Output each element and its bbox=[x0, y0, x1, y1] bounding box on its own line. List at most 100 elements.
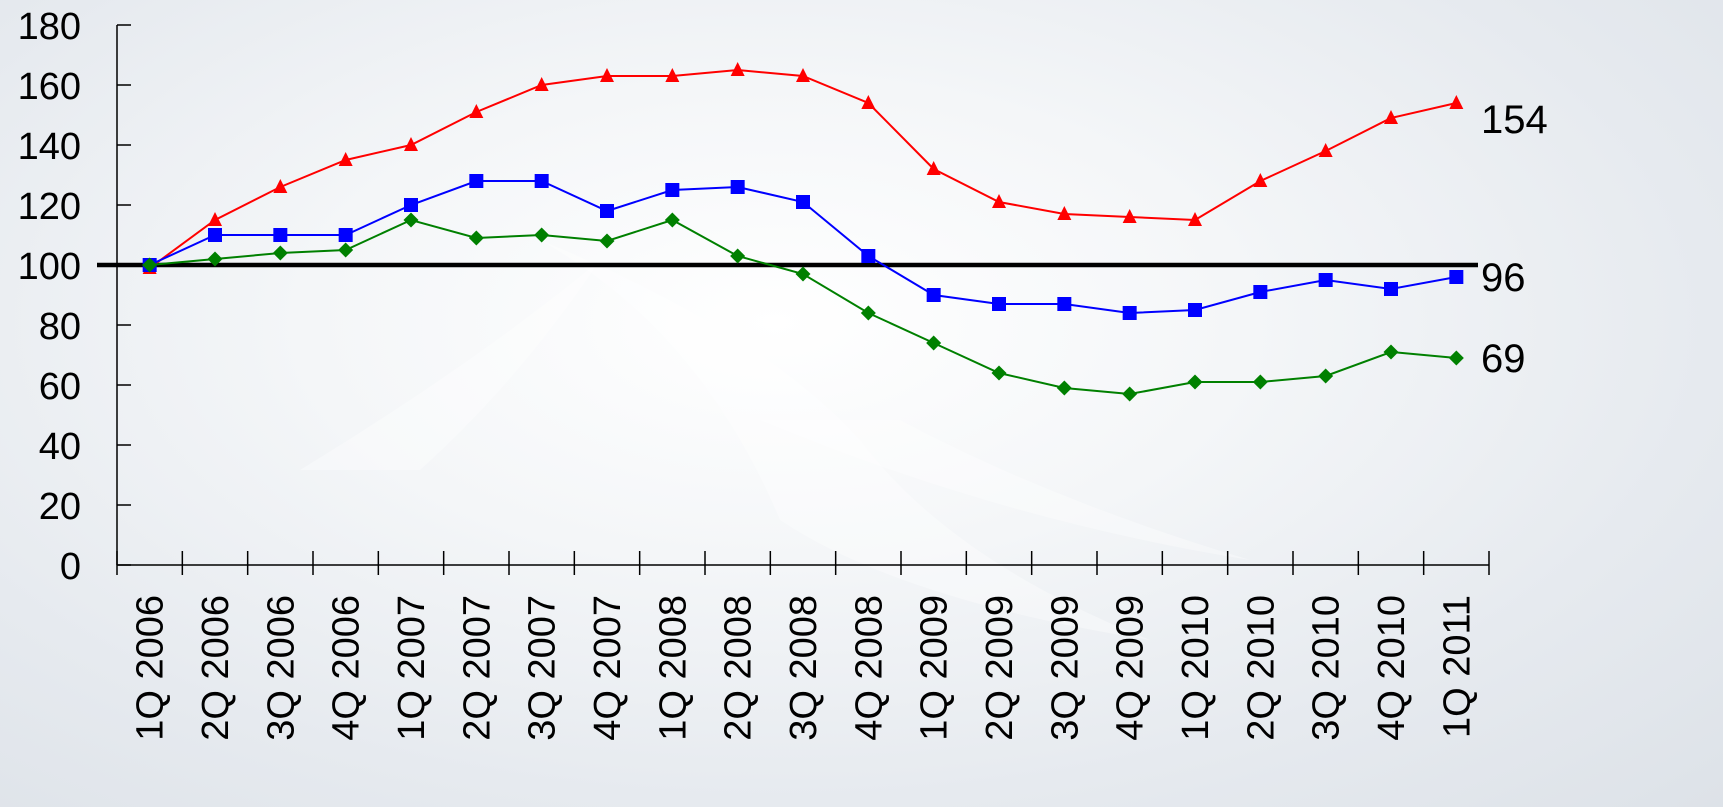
data-point-triangle bbox=[1384, 110, 1398, 124]
data-point-triangle bbox=[208, 212, 222, 226]
data-point-diamond bbox=[272, 245, 288, 261]
x-tick-label: 1Q 2008 bbox=[652, 595, 694, 741]
series-group bbox=[142, 62, 1464, 402]
data-point-square bbox=[469, 174, 484, 188]
y-tick-label: 140 bbox=[18, 126, 81, 168]
data-point-triangle bbox=[1122, 209, 1137, 223]
data-point-diamond bbox=[1448, 350, 1464, 366]
labels-group: 154 96 69 bbox=[1481, 98, 1548, 381]
x-tick-label: 4Q 2007 bbox=[587, 595, 629, 741]
series-end-label: 69 bbox=[1481, 337, 1526, 381]
y-tick-label: 180 bbox=[18, 6, 81, 48]
data-point-triangle bbox=[1188, 212, 1202, 226]
data-point-square bbox=[1188, 303, 1202, 317]
data-point-diamond bbox=[1056, 380, 1072, 396]
series-end-label: 96 bbox=[1481, 256, 1526, 300]
axes: 0 20 40 60 80 100 120 140 160 180 1Q 2006 2Q 2006 3Q… bbox=[18, 6, 1490, 741]
data-point-triangle bbox=[730, 62, 745, 76]
data-point-diamond bbox=[730, 248, 746, 264]
x-tick-label: 1Q 2010 bbox=[1175, 595, 1217, 741]
data-point-diamond bbox=[534, 227, 550, 243]
x-tick-label: 3Q 2009 bbox=[1044, 595, 1086, 741]
data-point-triangle bbox=[1057, 206, 1072, 220]
data-point-square bbox=[1449, 270, 1464, 284]
data-point-diamond bbox=[142, 257, 158, 273]
data-point-square bbox=[338, 228, 353, 242]
data-point-square bbox=[208, 228, 222, 242]
data-point-diamond bbox=[1122, 386, 1138, 402]
x-tick-label: 2Q 2009 bbox=[979, 595, 1021, 741]
y-tick-label: 0 bbox=[60, 546, 81, 588]
data-point-triangle bbox=[273, 179, 288, 193]
x-tick-label: 4Q 2010 bbox=[1371, 595, 1413, 741]
data-point-square bbox=[404, 198, 418, 212]
x-tick-label: 4Q 2006 bbox=[326, 595, 368, 741]
x-tick-label: 3Q 2006 bbox=[260, 595, 302, 741]
data-point-triangle bbox=[1253, 173, 1268, 187]
x-tick-label: 2Q 2007 bbox=[456, 595, 498, 741]
data-point-square bbox=[1253, 285, 1268, 299]
data-point-triangle bbox=[469, 104, 484, 118]
data-point-square bbox=[1057, 297, 1072, 311]
data-point-square bbox=[273, 228, 288, 242]
data-point-diamond bbox=[860, 305, 876, 321]
x-tick-label: 2Q 2006 bbox=[195, 595, 237, 741]
data-point-square bbox=[926, 288, 941, 302]
x-tick-label: 3Q 2008 bbox=[783, 595, 825, 741]
data-point-triangle bbox=[926, 161, 941, 175]
data-point-triangle bbox=[665, 68, 680, 82]
data-point-triangle bbox=[1318, 143, 1333, 157]
x-tick-label: 3Q 2010 bbox=[1306, 595, 1348, 741]
data-point-square bbox=[665, 183, 680, 197]
x-tick-label: 1Q 2011 bbox=[1436, 595, 1478, 738]
y-tick-label: 40 bbox=[39, 426, 81, 468]
data-point-diamond bbox=[1187, 374, 1203, 390]
background-decoration bbox=[300, 240, 1250, 640]
data-point-square bbox=[861, 249, 876, 263]
x-tick-label: 4Q 2008 bbox=[848, 595, 890, 741]
data-point-triangle bbox=[404, 137, 418, 151]
x-tick-label: 2Q 2010 bbox=[1240, 595, 1282, 741]
data-point-square bbox=[1384, 282, 1398, 296]
y-tick-label: 20 bbox=[39, 486, 81, 528]
x-tick-label: 1Q 2006 bbox=[130, 595, 172, 741]
data-point-diamond bbox=[1252, 374, 1268, 390]
data-point-triangle bbox=[861, 95, 876, 109]
data-point-square bbox=[796, 195, 810, 209]
data-point-diamond bbox=[664, 212, 680, 228]
data-point-diamond bbox=[207, 251, 223, 267]
data-point-square bbox=[1122, 306, 1137, 320]
data-point-triangle bbox=[1449, 95, 1464, 109]
x-tick-label: 2Q 2008 bbox=[718, 595, 760, 741]
x-tick-label: 1Q 2009 bbox=[914, 595, 956, 741]
data-point-diamond bbox=[1383, 344, 1399, 360]
data-point-square bbox=[600, 204, 614, 218]
data-point-diamond bbox=[599, 233, 615, 249]
data-point-square bbox=[1318, 273, 1333, 287]
y-tick-label: 60 bbox=[39, 366, 81, 408]
data-point-diamond bbox=[795, 266, 811, 282]
x-tick-label: 4Q 2009 bbox=[1110, 595, 1152, 741]
data-point-diamond bbox=[468, 230, 484, 246]
data-point-diamond bbox=[991, 365, 1007, 381]
data-point-square bbox=[730, 180, 745, 194]
data-point-triangle bbox=[992, 194, 1006, 208]
y-tick-label: 160 bbox=[18, 66, 81, 108]
y-tick-label: 120 bbox=[18, 186, 81, 228]
data-point-diamond bbox=[926, 335, 942, 351]
data-point-triangle bbox=[796, 68, 810, 82]
data-point-triangle bbox=[600, 68, 614, 82]
data-point-diamond bbox=[403, 212, 419, 228]
data-point-triangle bbox=[338, 152, 353, 166]
data-point-square bbox=[992, 297, 1006, 311]
x-tick-label: 3Q 2007 bbox=[522, 595, 564, 741]
data-point-square bbox=[534, 174, 549, 188]
data-point-diamond bbox=[1318, 368, 1334, 384]
data-point-triangle bbox=[534, 77, 549, 91]
data-point-diamond bbox=[338, 242, 354, 258]
y-tick-label: 100 bbox=[18, 246, 81, 288]
x-tick-label: 1Q 2007 bbox=[391, 595, 433, 741]
series-end-label: 154 bbox=[1481, 98, 1548, 142]
